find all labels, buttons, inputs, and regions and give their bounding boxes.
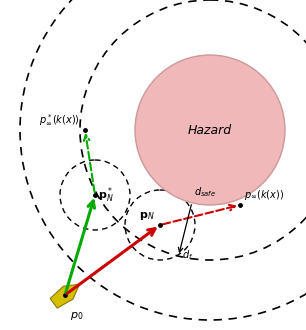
Text: $p_0$: $p_0$: [70, 310, 84, 322]
Text: $\mathbf{p}_N^*$: $\mathbf{p}_N^*$: [98, 185, 114, 205]
Text: Hazard: Hazard: [188, 123, 232, 137]
Text: $d_f$: $d_f$: [182, 248, 193, 262]
Text: $d_{safe}$: $d_{safe}$: [194, 185, 216, 199]
Text: $p_{\infty}^*(k(x))$: $p_{\infty}^*(k(x))$: [39, 112, 80, 127]
Text: $p_{\infty}(k(x))$: $p_{\infty}(k(x))$: [244, 188, 284, 202]
Text: $\mathbf{p}_N$: $\mathbf{p}_N$: [139, 210, 155, 222]
Polygon shape: [50, 284, 80, 308]
Circle shape: [135, 55, 285, 205]
